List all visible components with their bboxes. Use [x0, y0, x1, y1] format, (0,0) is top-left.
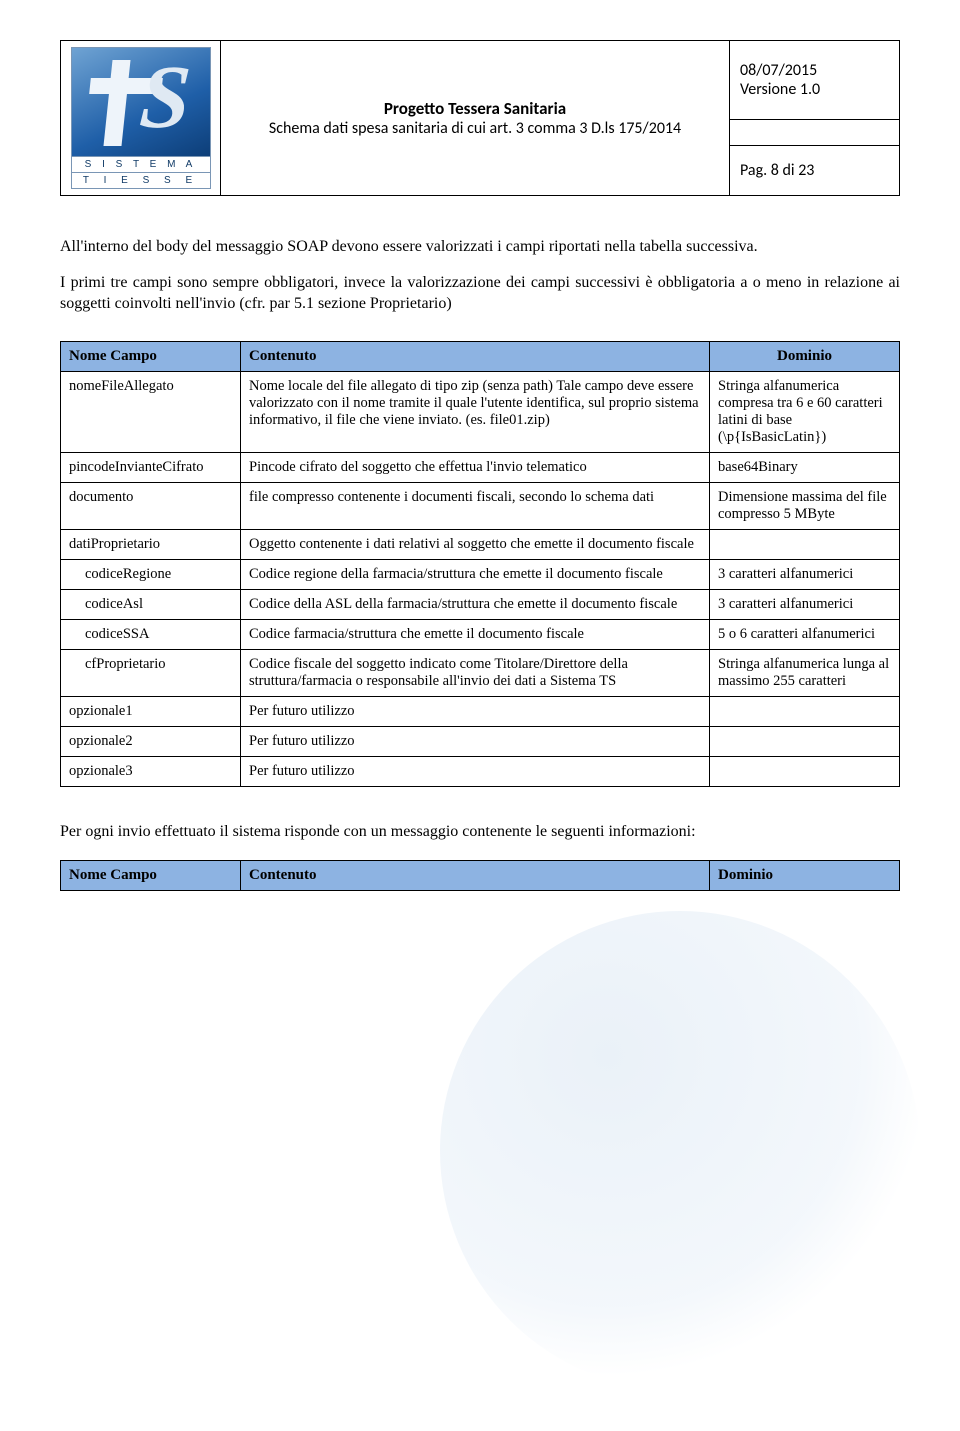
cell-domain [710, 529, 900, 559]
table-header-row: Nome Campo Contenuto Dominio [61, 341, 900, 371]
cell-name: opzionale2 [61, 726, 241, 756]
cell-name: datiProprietario [61, 529, 241, 559]
cell-domain: base64Binary [710, 452, 900, 482]
doc-version: Versione 1.0 [740, 80, 820, 99]
cell-domain: Stringa alfanumerica lunga al massimo 25… [710, 649, 900, 696]
cell-name: codiceRegione [61, 559, 241, 589]
cell-name: codiceSSA [61, 619, 241, 649]
response-table: Nome Campo Contenuto Dominio [60, 860, 900, 891]
cell-content: file compresso contenente i documenti fi… [241, 482, 710, 529]
cell-content: Codice regione della farmacia/struttura … [241, 559, 710, 589]
cell-content: Per futuro utilizzo [241, 756, 710, 786]
cell-name: cfProprietario [61, 649, 241, 696]
cell-domain: 3 caratteri alfanumerici [710, 589, 900, 619]
fields-table: Nome Campo Contenuto Dominio nomeFileAll… [60, 341, 900, 787]
logo-cell: S S I S T E M A T I E S S E [61, 41, 221, 196]
cell-content: Per futuro utilizzo [241, 726, 710, 756]
table-row: opzionale1Per futuro utilizzo [61, 696, 900, 726]
header-spacer [730, 120, 900, 146]
paragraph-2: I primi tre campi sono sempre obbligator… [60, 272, 900, 315]
cell-domain: 3 caratteri alfanumerici [710, 559, 900, 589]
doc-date: 08/07/2015 [740, 61, 817, 80]
cell-name: documento [61, 482, 241, 529]
cell-content: Pincode cifrato del soggetto che effettu… [241, 452, 710, 482]
col-name: Nome Campo [61, 861, 241, 891]
table-row: cfProprietarioCodice fiscale del soggett… [61, 649, 900, 696]
cell-name: pincodeInvianteCifrato [61, 452, 241, 482]
cell-content: Nome locale del file allegato di tipo zi… [241, 371, 710, 452]
doc-page: Pag. 8 di 23 [740, 161, 814, 180]
cell-name: opzionale1 [61, 696, 241, 726]
table-row: opzionale3Per futuro utilizzo [61, 756, 900, 786]
doc-subtitle: Schema dati spesa sanitaria di cui art. … [233, 119, 717, 138]
cell-content: Oggetto contenente i dati relativi al so… [241, 529, 710, 559]
doc-title: Progetto Tessera Sanitaria [233, 98, 717, 119]
header-date-cell: 08/07/2015 Versione 1.0 [730, 41, 900, 120]
table-row: codiceAslCodice della ASL della farmacia… [61, 589, 900, 619]
doc-header: S S I S T E M A T I E S S E Progetto Tes… [60, 40, 900, 196]
cell-name: opzionale3 [61, 756, 241, 786]
table-row: documentofile compresso contenente i doc… [61, 482, 900, 529]
cell-domain: Stringa alfanumerica compresa tra 6 e 60… [710, 371, 900, 452]
cell-name: nomeFileAllegato [61, 371, 241, 452]
col-content: Contenuto [241, 341, 710, 371]
col-domain: Dominio [710, 341, 900, 371]
cell-content: Per futuro utilizzo [241, 696, 710, 726]
cell-domain [710, 726, 900, 756]
logo-text-2: T I E S S E [71, 173, 211, 189]
cell-domain [710, 756, 900, 786]
cell-domain [710, 696, 900, 726]
logo: S S I S T E M A T I E S S E [71, 47, 211, 189]
header-center: Progetto Tessera Sanitaria Schema dati s… [221, 41, 730, 196]
table-row: datiProprietarioOggetto contenente i dat… [61, 529, 900, 559]
table-header-row: Nome Campo Contenuto Dominio [61, 861, 900, 891]
logo-text-1: S I S T E M A [71, 157, 211, 173]
paragraph-1: All'interno del body del messaggio SOAP … [60, 236, 900, 258]
table-row: codiceSSACodice farmacia/struttura che e… [61, 619, 900, 649]
col-name: Nome Campo [61, 341, 241, 371]
table-row: pincodeInvianteCifratoPincode cifrato de… [61, 452, 900, 482]
paragraph-3: Per ogni invio effettuato il sistema ris… [60, 821, 900, 843]
header-page-cell: Pag. 8 di 23 [730, 146, 900, 196]
cell-domain: Dimensione massima del file compresso 5 … [710, 482, 900, 529]
cell-content: Codice fiscale del soggetto indicato com… [241, 649, 710, 696]
cell-name: codiceAsl [61, 589, 241, 619]
cell-content: Codice della ASL della farmacia/struttur… [241, 589, 710, 619]
cell-domain: 5 o 6 caratteri alfanumerici [710, 619, 900, 649]
table-row: codiceRegioneCodice regione della farmac… [61, 559, 900, 589]
cell-content: Codice farmacia/struttura che emette il … [241, 619, 710, 649]
table-row: nomeFileAllegatoNome locale del file all… [61, 371, 900, 452]
table-row: opzionale2Per futuro utilizzo [61, 726, 900, 756]
col-content: Contenuto [241, 861, 710, 891]
col-domain: Dominio [710, 861, 900, 891]
